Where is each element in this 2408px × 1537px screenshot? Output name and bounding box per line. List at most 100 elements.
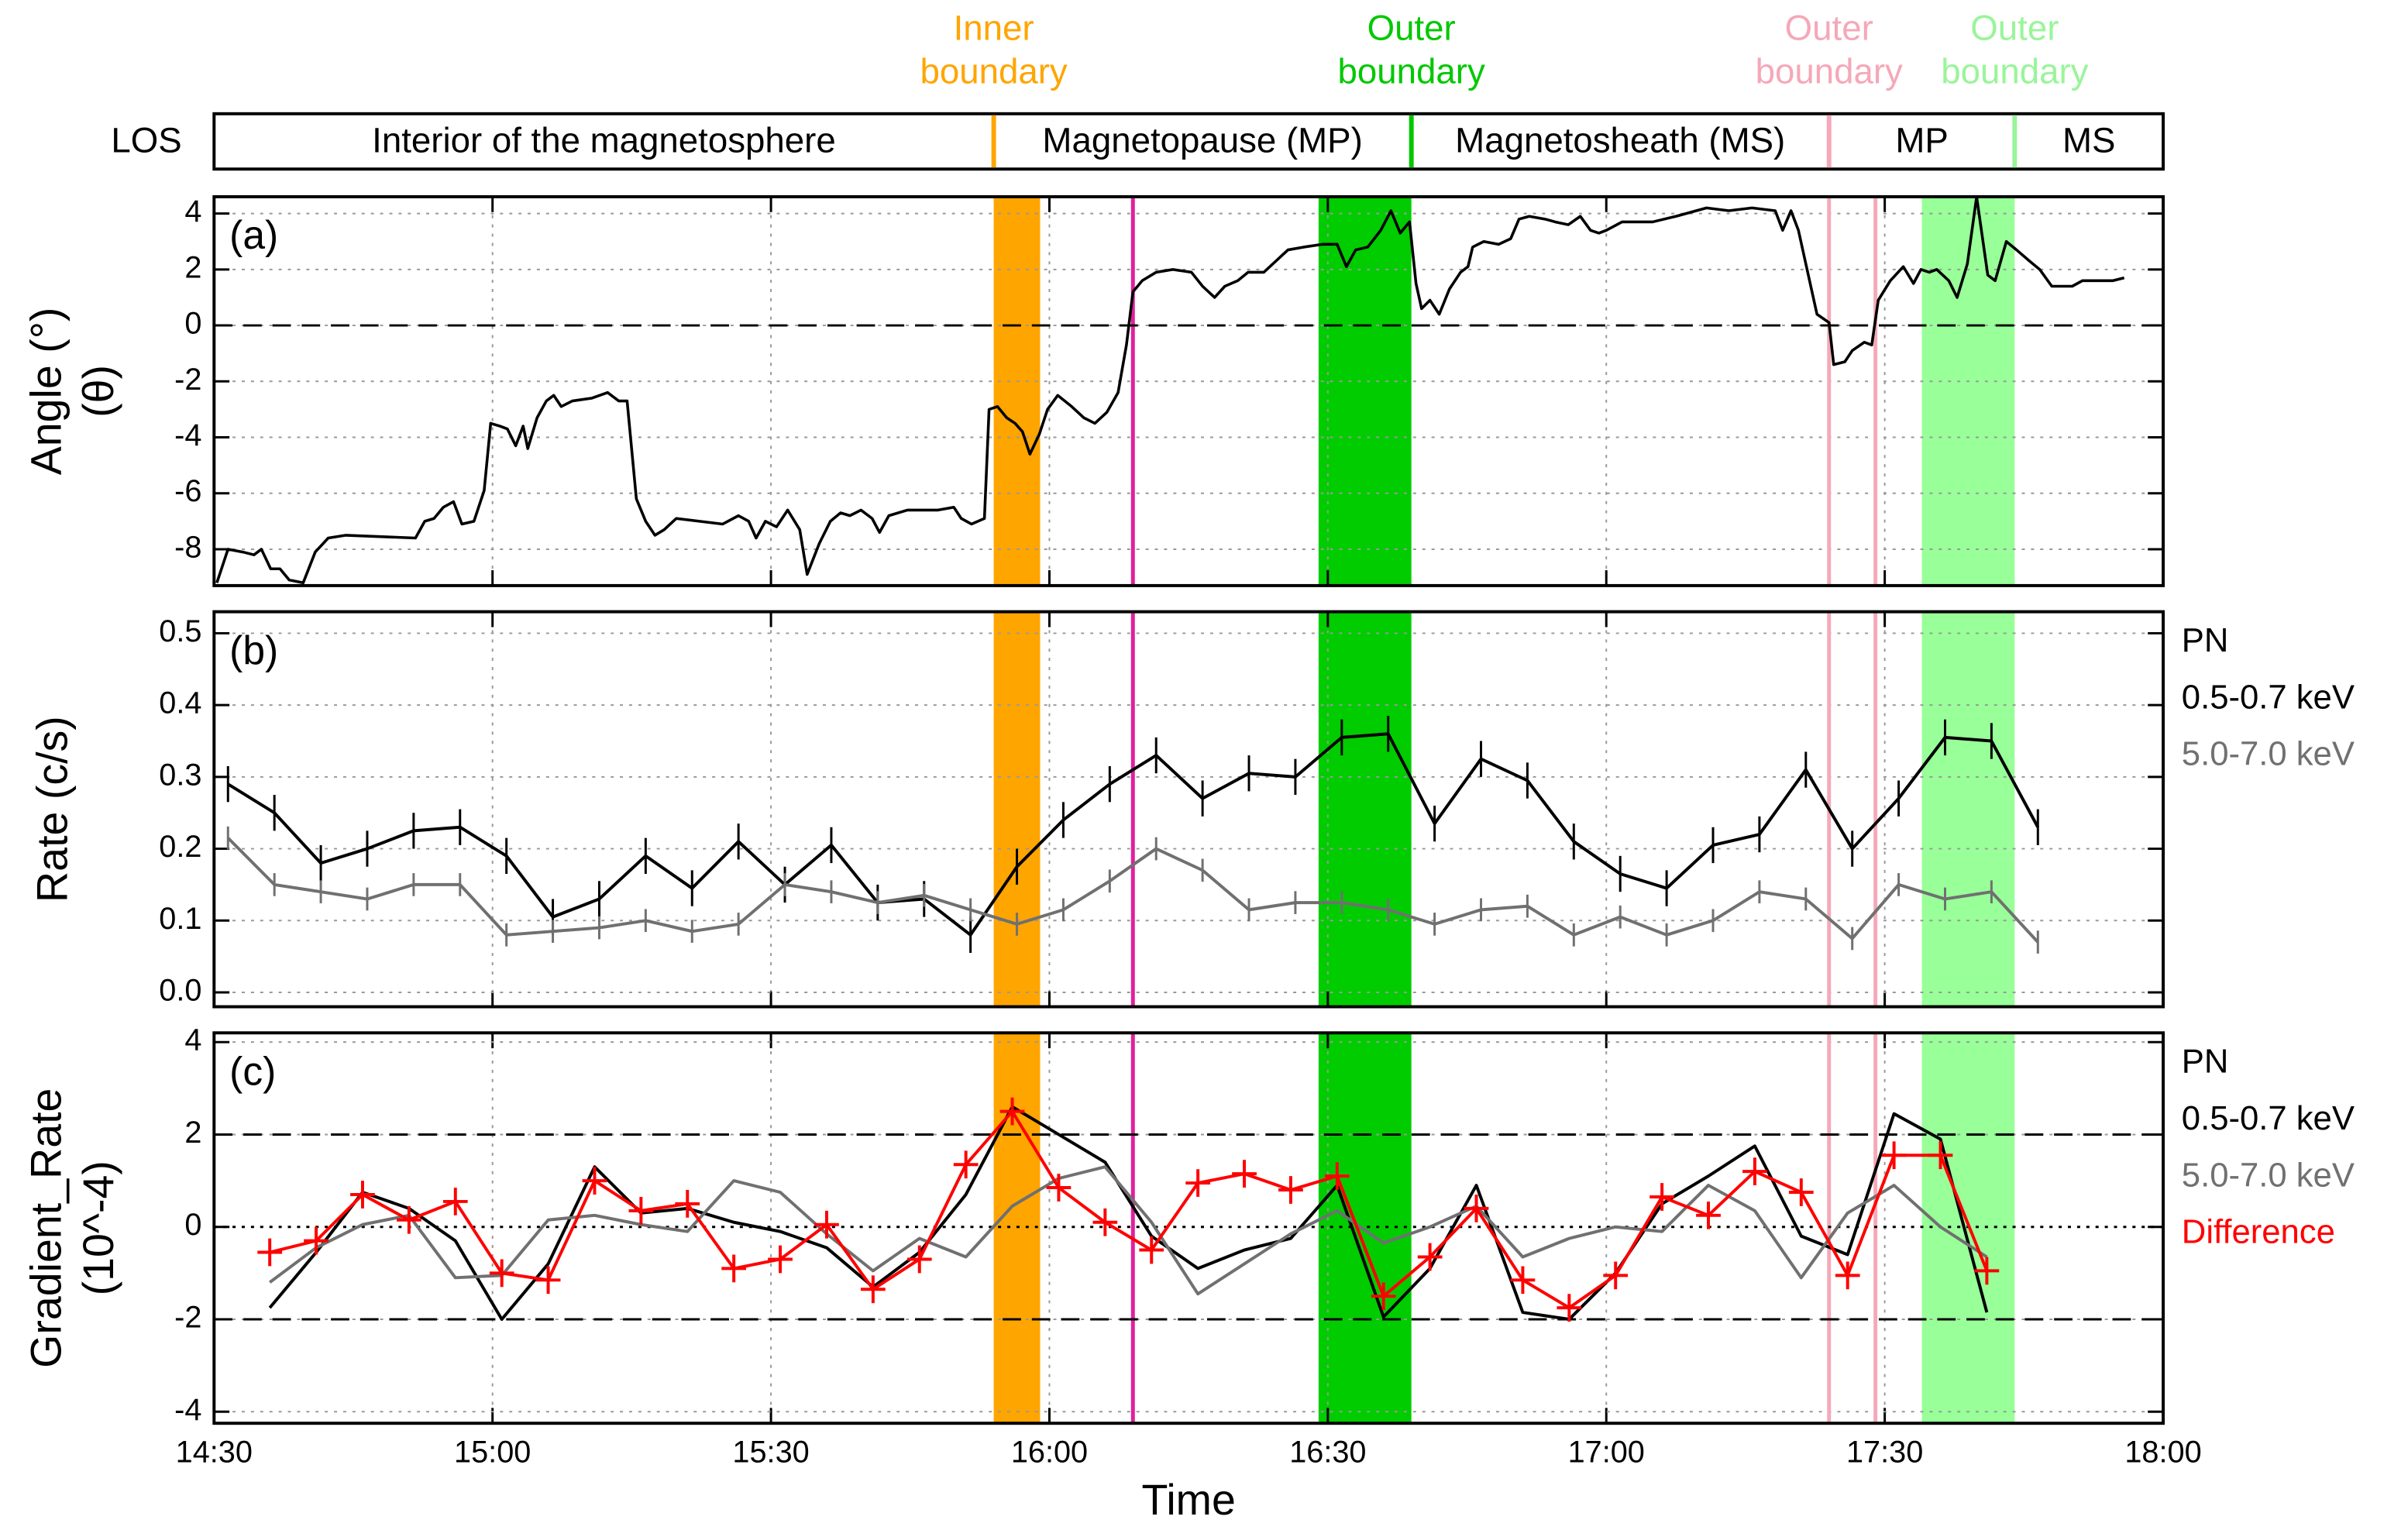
data-line — [268, 1105, 1989, 1321]
y-tick-label: 0.5 — [159, 614, 201, 648]
x-tick-label: 15:00 — [454, 1435, 531, 1469]
plus-marker — [489, 1259, 514, 1288]
axes-frame — [212, 1031, 2165, 1425]
x-axis-label: Time — [1141, 1476, 1235, 1524]
plus-marker — [1742, 1157, 1767, 1186]
los-segment-label: MP — [1895, 121, 1948, 160]
plus-marker — [999, 1097, 1025, 1126]
y-tick-label: 0.4 — [159, 686, 201, 720]
boundary-label: Outer — [1367, 9, 1456, 48]
x-tick-label: 16:00 — [1011, 1435, 1088, 1469]
panel: 0.0 0.1 0.2 0.3 0.4 0.5 0.5-0.7 keV 5.0-7.0 keV… — [29, 610, 2355, 1009]
plus-marker — [1464, 1195, 1489, 1222]
los-label: LOS — [111, 121, 181, 160]
y-tick-label: 0.3 — [159, 758, 201, 792]
plus-marker — [257, 1238, 283, 1267]
boundary-label: boundary — [1941, 51, 2088, 91]
x-tick-label: 17:30 — [1846, 1435, 1923, 1469]
los-segment-label: Magnetopause (MP) — [1042, 121, 1362, 160]
plus-marker — [1603, 1261, 1629, 1290]
panel-label: (c) — [229, 1048, 276, 1093]
data-line — [268, 1165, 1988, 1296]
plus-marker — [1696, 1201, 1721, 1229]
panel-label: (a) — [229, 212, 278, 257]
y-tick-label: 2 — [184, 250, 201, 284]
plus-marker — [675, 1190, 700, 1218]
plus-marker — [535, 1266, 561, 1295]
y-tick-label: 0.0 — [159, 973, 201, 1007]
y-axis-label: (θ) — [74, 365, 122, 418]
x-tick-label: 16:30 — [1289, 1435, 1366, 1469]
boundary-label: boundary — [920, 51, 1067, 91]
shaded-interval — [1318, 611, 1412, 1007]
y-tick-label: 0 — [184, 1208, 201, 1242]
plus-marker — [1510, 1266, 1536, 1295]
plus-marker — [304, 1226, 329, 1255]
legend-title: PN — [2182, 1042, 2229, 1080]
plus-marker — [1417, 1243, 1443, 1271]
boundary-label: Inner — [954, 9, 1034, 48]
plus-marker — [1185, 1169, 1211, 1197]
plus-marker — [1649, 1183, 1674, 1211]
data-line — [227, 732, 2040, 937]
plus-marker — [1371, 1282, 1396, 1311]
legend-entry: 0.5-0.7 keV — [2182, 678, 2355, 716]
plus-marker — [1092, 1208, 1118, 1236]
y-tick-label: 2 — [184, 1116, 201, 1150]
plus-marker — [582, 1167, 607, 1195]
boundary-label: Outer — [1970, 9, 2059, 48]
plus-marker — [1835, 1261, 1860, 1290]
legend-entry: 5.0-7.0 keV — [2182, 735, 2355, 773]
plus-marker — [1557, 1294, 1582, 1322]
plus-marker — [1278, 1176, 1303, 1204]
axes-frame — [212, 194, 2165, 587]
panel: 14:30 15:00 15:30 16:00 16:30 17:00 17:30 18:00… — [22, 1023, 2355, 1524]
plus-marker — [953, 1150, 979, 1179]
plus-marker — [1324, 1162, 1350, 1190]
shaded-interval — [1318, 1033, 1412, 1424]
shaded-interval — [993, 611, 1041, 1007]
plus-marker — [350, 1181, 375, 1209]
boundary-label: boundary — [1338, 51, 1485, 91]
x-tick-label: 17:00 — [1568, 1435, 1645, 1469]
y-tick-label: 0.2 — [159, 830, 201, 864]
boundary-label: boundary — [1756, 51, 1903, 91]
los-box — [212, 112, 2165, 171]
plus-marker — [906, 1245, 932, 1274]
y-tick-label: -6 — [174, 474, 201, 508]
data-line — [269, 1109, 1989, 1310]
shaded-interval — [1318, 196, 1412, 586]
axes-frame — [212, 610, 2165, 1009]
boundary-label: Outer — [1785, 9, 1873, 48]
plus-marker — [1232, 1160, 1257, 1188]
panel: -8 -6 -4 -2 0 2 4 (a) Angle (°) (θ) — [22, 194, 2165, 587]
y-axis-label: (10^-4) — [74, 1160, 122, 1295]
plus-marker — [1788, 1178, 1814, 1206]
y-axis-label: Angle (°) — [22, 308, 71, 476]
y-tick-label: -2 — [174, 363, 201, 397]
panel-label: (b) — [229, 628, 278, 672]
y-tick-label: 0.1 — [159, 902, 201, 936]
plus-marker — [768, 1245, 793, 1274]
y-tick-label: 4 — [184, 1023, 201, 1057]
plus-marker — [860, 1275, 886, 1304]
x-tick-label: 14:30 — [176, 1435, 253, 1469]
plus-marker — [814, 1210, 839, 1239]
data-line — [215, 195, 2125, 585]
plus-marker — [1139, 1236, 1164, 1264]
legend-entry: 0.5-0.7 keV — [2182, 1099, 2355, 1137]
los-segment-label: Interior of the magnetosphere — [372, 121, 836, 160]
los-segment-label: Magnetosheath (MS) — [1455, 121, 1785, 160]
plus-marker — [1928, 1141, 1953, 1170]
x-tick-label: 18:00 — [2124, 1435, 2201, 1469]
y-tick-label: -8 — [174, 530, 201, 564]
plus-marker — [721, 1254, 747, 1283]
plus-marker — [628, 1196, 654, 1225]
shaded-interval — [993, 1033, 1041, 1424]
plus-marker — [442, 1188, 468, 1216]
y-tick-label: -2 — [174, 1300, 201, 1334]
shaded-interval — [993, 196, 1041, 586]
data-line — [226, 837, 2039, 944]
